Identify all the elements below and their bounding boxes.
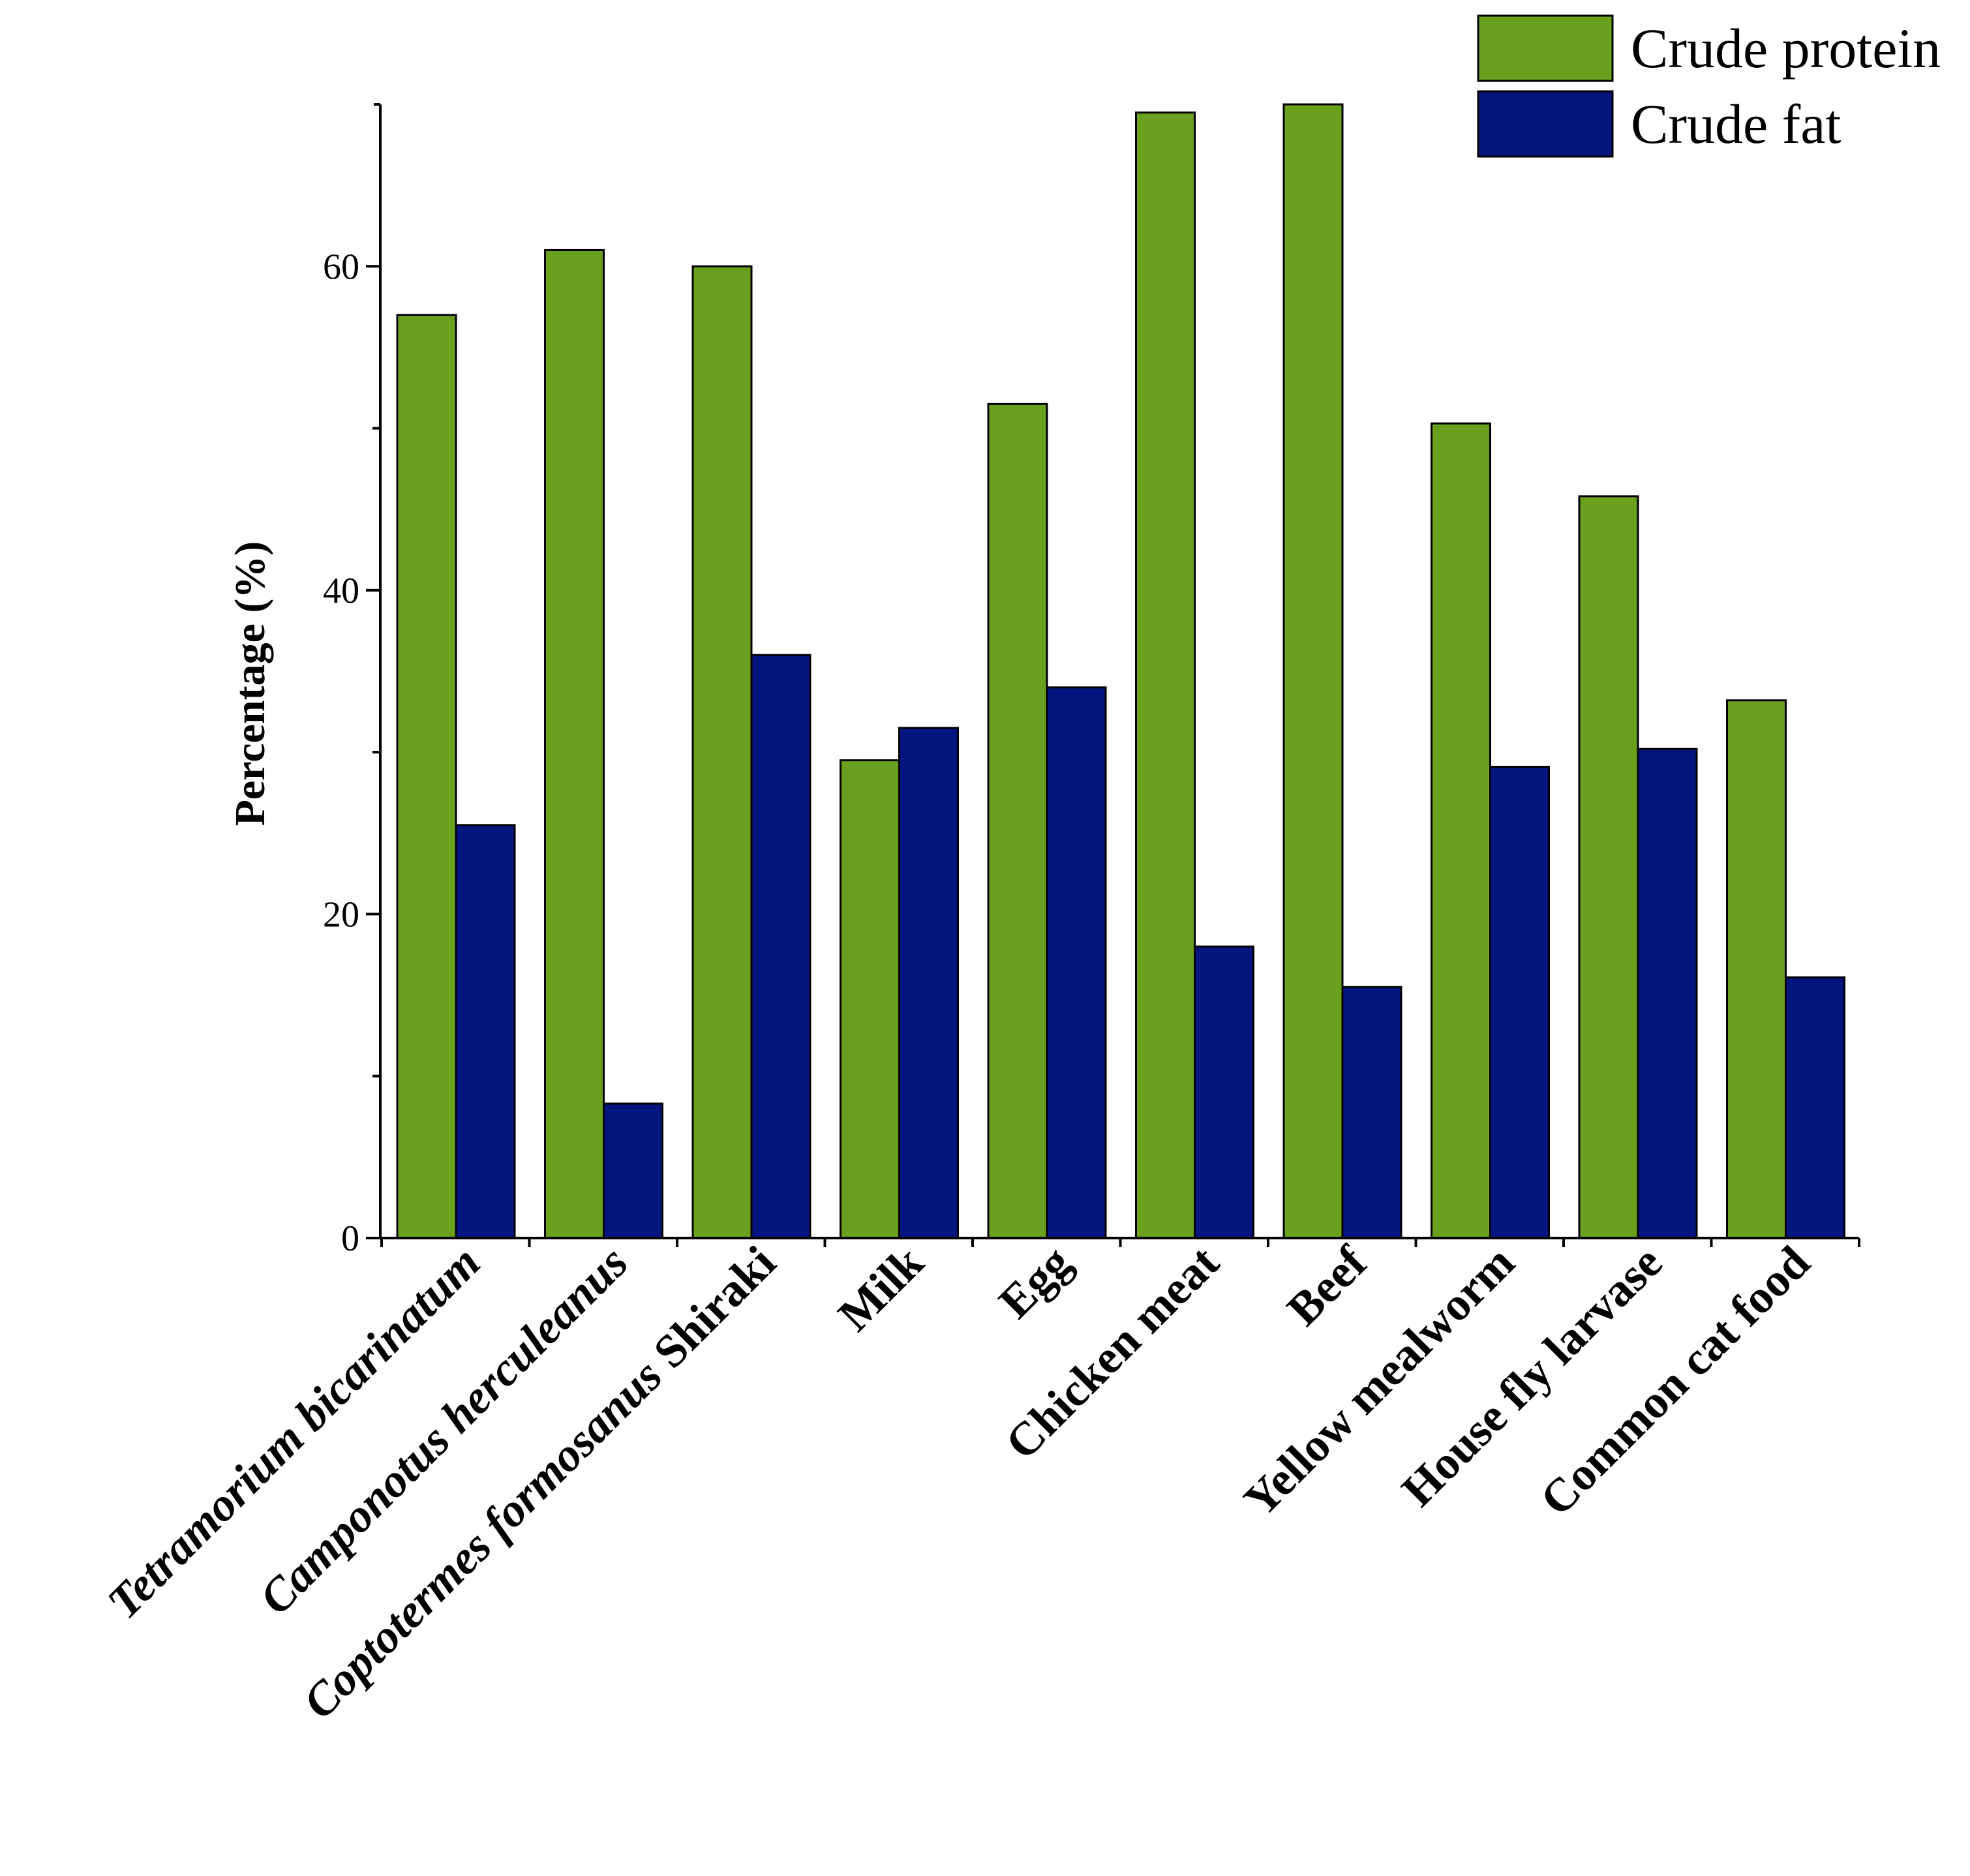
y-tick-label-20: 20 <box>323 894 359 935</box>
bar-fat-2 <box>603 1102 663 1239</box>
x-category-label-4: Milk <box>828 1236 933 1341</box>
y-tick-label-40: 40 <box>323 571 359 611</box>
x-category-label-10-part-1: Common cat food <box>1530 1236 1820 1526</box>
bar-fat-1 <box>455 824 516 1239</box>
bar-protein-6 <box>1135 111 1196 1239</box>
plot-area <box>396 103 1845 1239</box>
bar-fat-6 <box>1194 945 1254 1239</box>
bar-protein-7 <box>1282 103 1344 1239</box>
bar-protein-3 <box>691 265 753 1239</box>
legend-label-1: Crude protein <box>1631 17 1941 80</box>
y-tick-label-0: 0 <box>341 1218 359 1259</box>
x-category-label-7: Beef <box>1277 1235 1377 1335</box>
bar-fat-4 <box>898 727 959 1239</box>
y-axis-label: Percentage (%) <box>226 541 274 826</box>
x-category-label-9: House fly larvase <box>1391 1236 1672 1517</box>
bar-protein-5 <box>987 402 1048 1239</box>
x-category-label-8-part-1: Yellow mealworm <box>1234 1236 1524 1526</box>
bar-protein-8 <box>1431 422 1491 1239</box>
x-category-label-5: Egg <box>989 1236 1081 1328</box>
bar-protein-9 <box>1578 495 1639 1239</box>
bar-fat-3 <box>750 654 811 1239</box>
bar-protein-4 <box>840 759 900 1239</box>
y-tick-label-60: 60 <box>323 247 359 287</box>
bar-protein-2 <box>544 249 605 1239</box>
x-category-label-8: Yellow mealworm <box>1234 1236 1524 1526</box>
bar-fat-5 <box>1046 686 1107 1239</box>
x-category-label-5-part-1: Egg <box>989 1236 1081 1328</box>
bar-fat-10 <box>1785 976 1845 1239</box>
x-category-label-3-part-2: Shiraki <box>635 1236 786 1387</box>
bar-fat-7 <box>1341 986 1402 1239</box>
bar-protein-1 <box>396 314 457 1239</box>
legend: Crude protein Crude fat <box>1477 14 1941 158</box>
legend-swatch-1 <box>1477 14 1614 82</box>
bar-protein-10 <box>1726 699 1787 1239</box>
x-category-label-9-part-1: House fly larvase <box>1391 1236 1672 1517</box>
legend-label-2: Crude fat <box>1631 93 1841 155</box>
legend-swatch-2 <box>1477 90 1614 158</box>
bar-fat-8 <box>1489 765 1550 1239</box>
x-category-label-7-part-1: Beef <box>1277 1235 1377 1335</box>
x-category-label-4-part-1: Milk <box>828 1236 933 1341</box>
bar-fat-9 <box>1637 748 1698 1239</box>
x-category-label-10: Common cat food <box>1530 1236 1820 1526</box>
y-axis: 0 20 40 60 Percentage (%) <box>226 103 382 1259</box>
